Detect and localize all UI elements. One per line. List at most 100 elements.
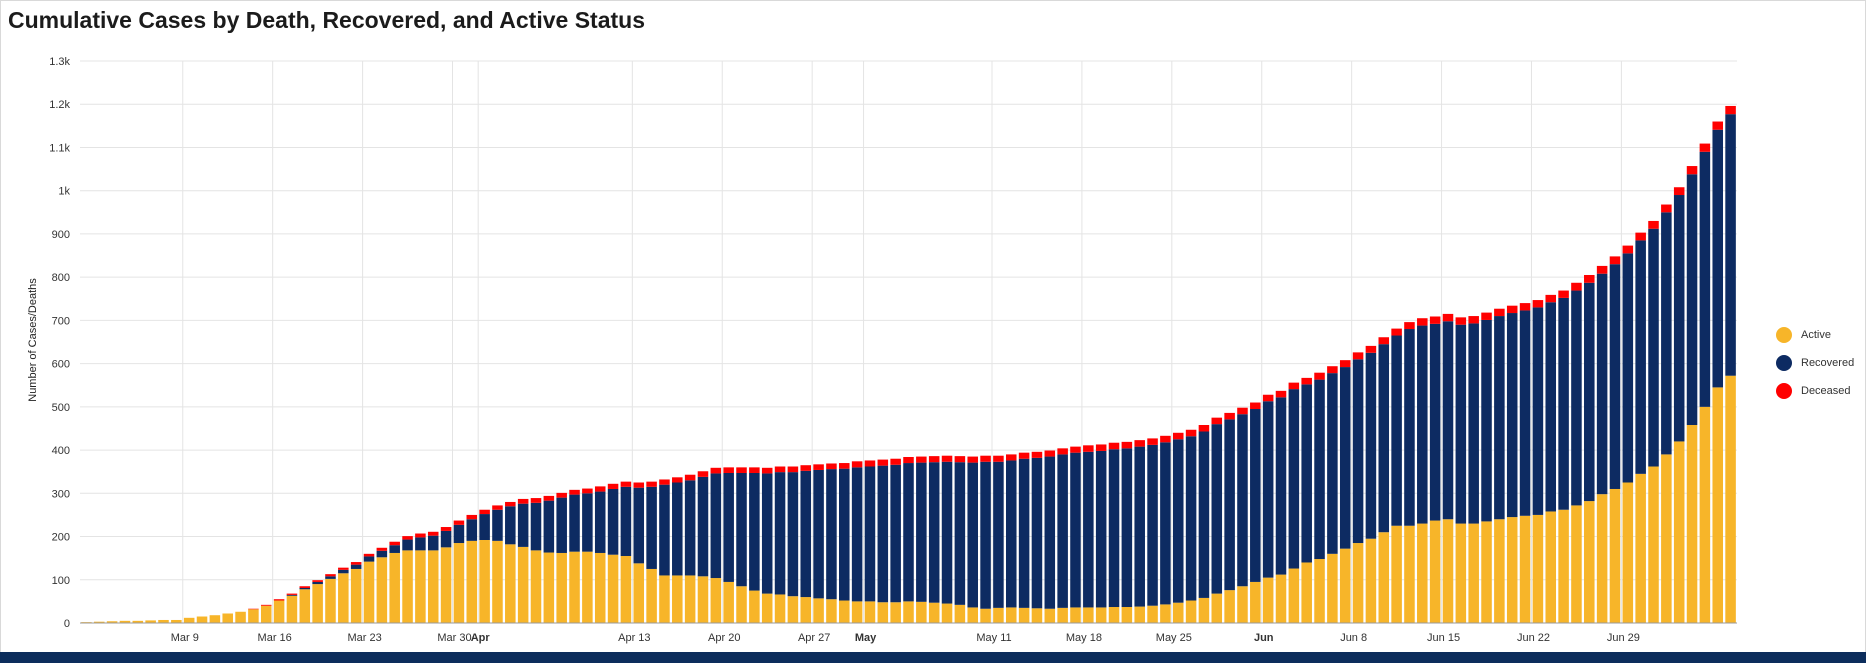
bar-deceased xyxy=(402,536,413,540)
bar-recovered xyxy=(1699,151,1711,407)
bar-active xyxy=(646,568,657,623)
bar-recovered xyxy=(1327,373,1338,554)
bar-recovered xyxy=(736,472,747,587)
bar-deceased xyxy=(1172,432,1184,440)
bar-deceased xyxy=(620,481,632,487)
bar-deceased xyxy=(1005,454,1017,461)
y-tick-label: 100 xyxy=(52,575,70,587)
bar-active xyxy=(594,552,606,623)
bar-recovered xyxy=(479,514,490,540)
bar-deceased xyxy=(1506,305,1518,314)
bar-recovered xyxy=(1095,450,1107,608)
bar-active xyxy=(1211,593,1223,623)
bar-recovered xyxy=(1070,452,1081,608)
bar-deceased xyxy=(1468,316,1479,324)
bar-deceased xyxy=(1584,274,1595,283)
bar-active xyxy=(1288,568,1300,623)
bar-active xyxy=(1044,608,1056,623)
chart-title: Cumulative Cases by Death, Recovered, an… xyxy=(8,7,645,33)
legend-item-recovered[interactable]: Recovered xyxy=(1776,349,1854,377)
bar-recovered xyxy=(1429,323,1441,521)
bar-recovered xyxy=(1083,451,1094,608)
bar-active xyxy=(350,568,362,623)
bar-recovered xyxy=(1635,240,1646,474)
x-tick-label: May 25 xyxy=(1156,632,1192,644)
bar-recovered xyxy=(1442,321,1454,520)
bar-active xyxy=(402,550,413,623)
legend-item-deceased[interactable]: Deceased xyxy=(1776,377,1854,405)
bar-deceased xyxy=(1044,450,1056,457)
y-tick-label: 900 xyxy=(52,229,70,241)
bar-recovered xyxy=(312,581,323,585)
legend-label-deceased: Deceased xyxy=(1801,385,1851,397)
bar-deceased xyxy=(1108,442,1120,450)
bar-recovered xyxy=(505,506,516,545)
bar-active xyxy=(338,573,349,623)
bar-active xyxy=(1391,525,1402,623)
bar-active xyxy=(1648,466,1659,623)
bar-active xyxy=(723,581,734,623)
bar-active xyxy=(517,546,529,623)
bar-recovered xyxy=(1339,367,1351,549)
bar-recovered xyxy=(1519,310,1531,516)
bar-recovered xyxy=(787,472,799,597)
bar-deceased xyxy=(1211,417,1223,425)
bar-active xyxy=(556,552,567,623)
bar-active xyxy=(1198,597,1210,623)
bar-deceased xyxy=(890,458,901,465)
bar-active xyxy=(222,613,233,623)
bar-deceased xyxy=(569,489,580,495)
bar-deceased xyxy=(1404,322,1415,330)
bar-recovered xyxy=(903,463,914,602)
bar-active xyxy=(1237,586,1248,623)
bar-active xyxy=(453,543,465,623)
bar-deceased xyxy=(800,465,812,471)
bar-deceased xyxy=(517,498,529,504)
bar-recovered xyxy=(1648,228,1659,467)
y-tick-label: 700 xyxy=(52,315,70,327)
bar-deceased xyxy=(839,463,850,469)
bar-deceased xyxy=(1661,204,1672,213)
bar-deceased xyxy=(659,479,670,485)
bar-deceased xyxy=(260,604,272,606)
bar-recovered xyxy=(286,594,298,596)
bar-recovered xyxy=(1378,344,1390,533)
bar-deceased xyxy=(774,466,786,473)
bar-active xyxy=(697,576,709,623)
bar-deceased xyxy=(338,567,349,570)
bar-active xyxy=(1635,473,1646,623)
bar-active xyxy=(363,561,375,623)
bar-active xyxy=(774,594,786,623)
bar-deceased xyxy=(1224,412,1235,420)
bar-deceased xyxy=(1648,220,1659,229)
bar-recovered xyxy=(826,469,837,600)
bar-recovered xyxy=(774,472,786,595)
legend-marker-recovered xyxy=(1776,355,1792,371)
bar-recovered xyxy=(338,569,349,574)
bar-recovered xyxy=(415,537,426,551)
bar-recovered xyxy=(620,486,632,556)
bar-deceased xyxy=(1121,441,1133,449)
bar-recovered xyxy=(723,472,734,582)
bar-recovered xyxy=(530,502,542,551)
bar-active xyxy=(119,620,131,623)
bar-recovered xyxy=(402,539,413,551)
bar-active xyxy=(736,586,747,623)
bar-recovered xyxy=(325,576,336,579)
bar-active xyxy=(325,578,336,623)
bar-active xyxy=(1622,482,1634,623)
legend-item-active[interactable]: Active xyxy=(1776,321,1854,349)
bar-recovered xyxy=(1404,329,1415,526)
bar-recovered xyxy=(1198,431,1210,598)
bar-active xyxy=(980,608,991,623)
bar-recovered xyxy=(1609,264,1621,489)
bar-deceased xyxy=(415,533,426,538)
bar-active xyxy=(916,601,927,623)
bar-active xyxy=(196,616,208,623)
x-tick-label: Apr 13 xyxy=(618,632,650,644)
bar-deceased xyxy=(543,495,555,501)
bar-active xyxy=(1185,600,1197,623)
bar-deceased xyxy=(1635,232,1646,241)
bar-active xyxy=(440,547,452,623)
bar-active xyxy=(1365,538,1377,623)
